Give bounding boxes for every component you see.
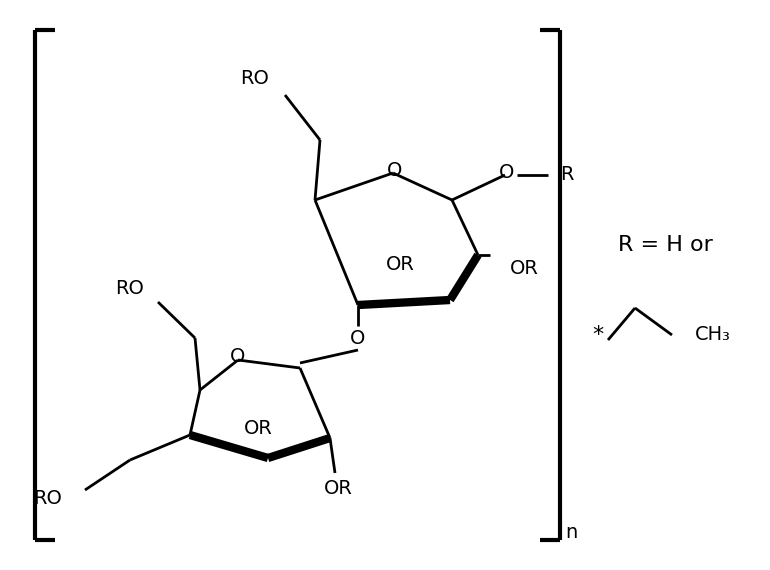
Text: O: O xyxy=(350,328,366,348)
Text: RO: RO xyxy=(240,68,270,88)
Text: RO: RO xyxy=(33,488,62,507)
Text: OR: OR xyxy=(243,418,273,438)
Text: OR: OR xyxy=(386,255,414,275)
Text: CH₃: CH₃ xyxy=(695,325,731,344)
Text: *: * xyxy=(592,325,604,345)
Text: n: n xyxy=(565,523,578,543)
Text: O: O xyxy=(230,348,246,367)
Text: R = H or: R = H or xyxy=(618,235,713,255)
Text: OR: OR xyxy=(323,478,353,498)
Text: OR: OR xyxy=(510,259,539,278)
Text: R: R xyxy=(560,165,574,185)
Text: O: O xyxy=(499,162,514,181)
Text: RO: RO xyxy=(116,279,145,298)
Text: O: O xyxy=(387,161,403,181)
